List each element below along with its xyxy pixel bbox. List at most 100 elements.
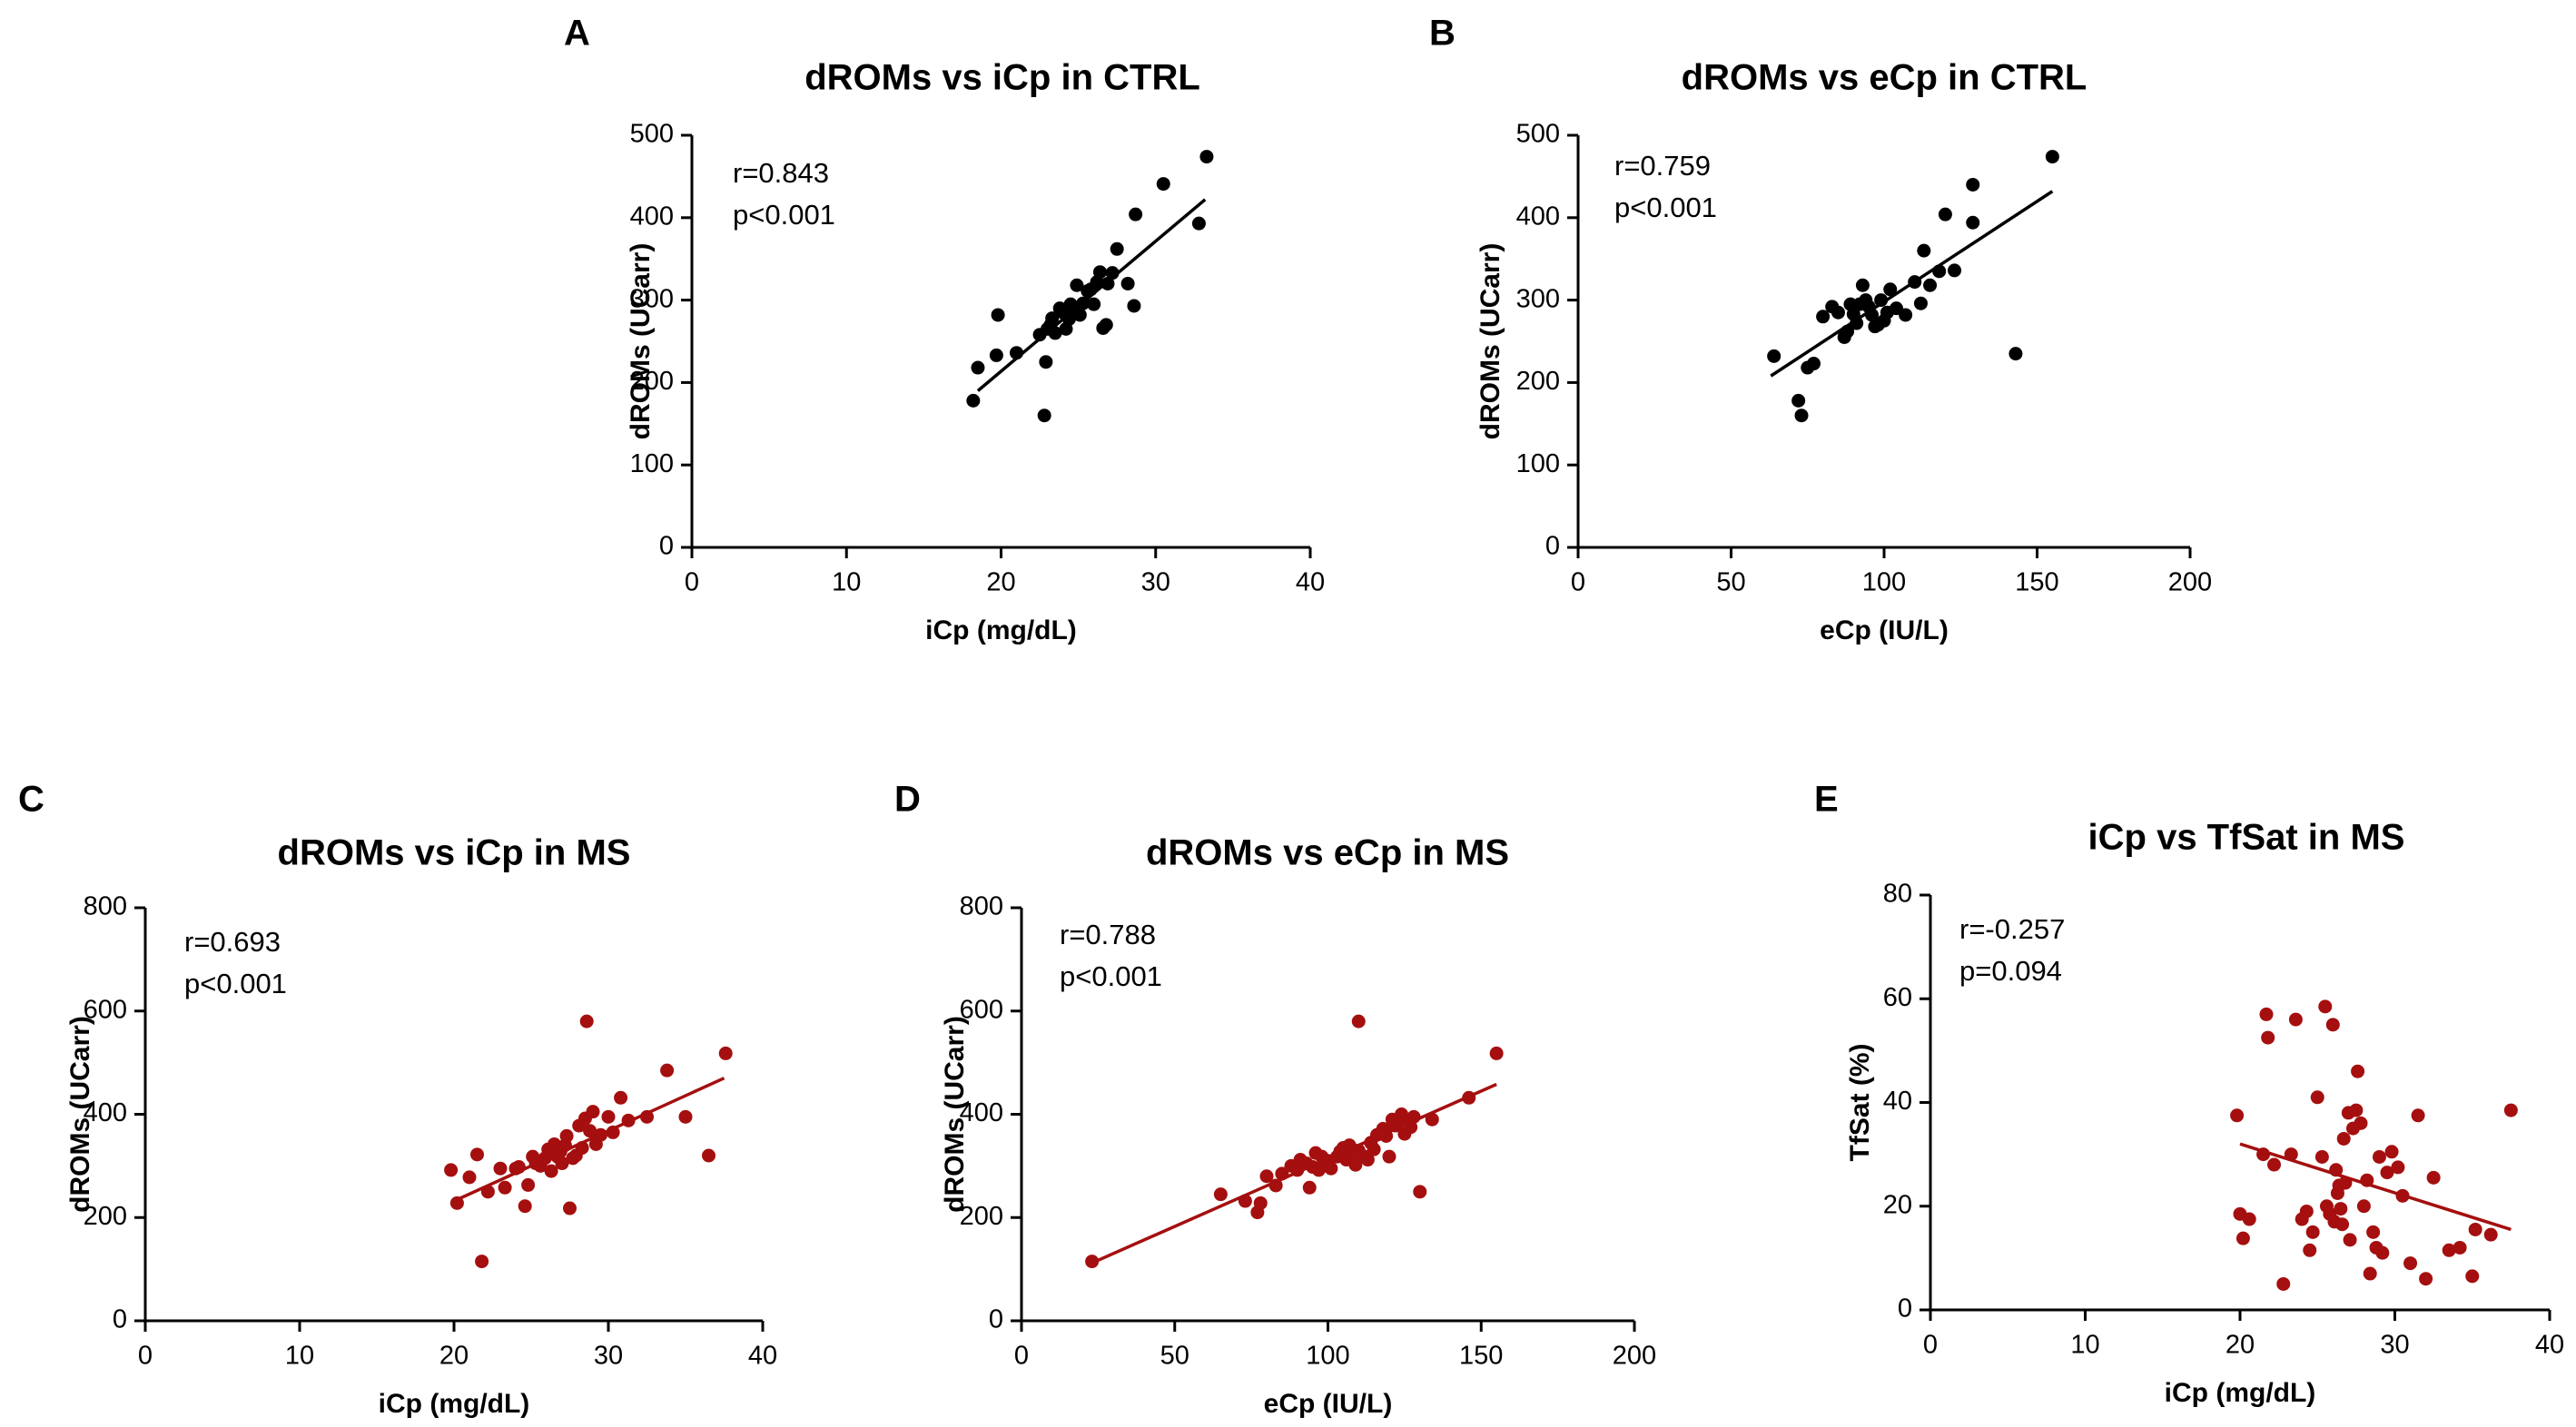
data-point	[1120, 276, 1135, 290]
x-tick-label: 200	[2168, 568, 2212, 597]
data-point	[1899, 308, 1913, 322]
chart-title: dROMs vs iCp in MS	[278, 833, 631, 873]
data-point	[989, 348, 1003, 362]
y-tick-label: 500	[630, 120, 674, 149]
data-point	[2354, 1116, 2368, 1130]
data-point	[563, 1201, 577, 1215]
stat-p: p<0.001	[733, 199, 835, 231]
x-tick-label: 20	[986, 568, 1015, 597]
data-point	[2261, 1030, 2275, 1045]
x-tick-label: 0	[138, 1342, 153, 1371]
x-tick-label: 30	[594, 1342, 623, 1371]
trend-line	[976, 198, 1207, 392]
x-tick-label: 10	[285, 1342, 314, 1371]
x-tick-label: 50	[1160, 1342, 1189, 1371]
data-point	[493, 1161, 508, 1176]
data-point	[498, 1180, 512, 1195]
data-point	[2325, 1018, 2340, 1032]
data-point	[1360, 1153, 1375, 1167]
data-point	[2366, 1225, 2381, 1239]
x-axis-label: eCp (IU/L)	[1264, 1389, 1393, 1419]
y-tick-label: 0	[113, 1305, 127, 1334]
data-point	[586, 1105, 600, 1119]
data-point	[1966, 177, 1980, 192]
data-point	[2230, 1108, 2245, 1123]
data-point	[1923, 278, 1938, 292]
x-tick-label: 40	[2535, 1331, 2564, 1360]
x-tick-label: 30	[1141, 568, 1170, 597]
stat-r: r=0.843	[733, 157, 829, 189]
trend-line	[1091, 1082, 1497, 1265]
stat-r: r=0.759	[1614, 150, 1711, 182]
data-point	[2343, 1233, 2357, 1247]
y-tick-label: 500	[1516, 120, 1560, 149]
y-tick-label: 400	[84, 1098, 127, 1127]
data-point	[2419, 1272, 2433, 1286]
y-tick-label: 400	[1516, 202, 1560, 231]
chart-title: dROMs vs eCp in CTRL	[1682, 58, 2087, 98]
x-tick-label: 100	[1306, 1342, 1349, 1371]
data-point	[991, 308, 1005, 322]
data-point	[2008, 347, 2023, 361]
data-point	[1039, 355, 1053, 369]
x-tick-label: 0	[1571, 568, 1585, 597]
y-axis-label: dROMs (UCarr)	[626, 243, 656, 440]
data-point	[1037, 408, 1051, 423]
x-tick-label: 150	[2015, 568, 2058, 597]
data-point	[660, 1063, 675, 1078]
data-point	[2384, 1145, 2399, 1159]
data-point	[470, 1147, 484, 1162]
chart-title: dROMs vs eCp in MS	[1146, 833, 1509, 873]
data-point	[966, 393, 981, 408]
data-point	[2045, 150, 2059, 164]
y-axis-label: dROMs (UCarr)	[65, 1016, 95, 1213]
data-point	[1191, 216, 1206, 231]
data-point	[583, 1124, 597, 1138]
chart-title: iCp vs TfSat in MS	[2088, 818, 2405, 858]
data-point	[2314, 1149, 2329, 1164]
trend-line	[2239, 1142, 2512, 1232]
y-tick-label: 0	[1545, 532, 1560, 561]
x-tick-label: 0	[685, 568, 699, 597]
data-point	[2503, 1103, 2518, 1117]
data-point	[1883, 282, 1898, 297]
data-point	[2442, 1243, 2456, 1257]
data-point	[1917, 243, 1931, 258]
x-tick-label: 20	[2226, 1331, 2255, 1360]
data-point	[518, 1199, 532, 1214]
data-point	[544, 1164, 558, 1178]
data-point	[2411, 1108, 2425, 1123]
data-point	[2453, 1240, 2467, 1255]
data-point	[579, 1014, 594, 1028]
data-point	[1382, 1149, 1397, 1164]
data-point	[1850, 316, 1864, 330]
y-tick-label: 100	[1516, 449, 1560, 478]
data-point	[2391, 1160, 2405, 1175]
stat-p: p<0.001	[1060, 960, 1162, 992]
y-tick-label: 80	[1883, 880, 1912, 909]
stat-p: p<0.001	[184, 968, 287, 999]
data-point	[2483, 1227, 2498, 1242]
data-point	[462, 1170, 477, 1185]
panel-letter: A	[564, 14, 590, 54]
y-tick-label: 200	[960, 1202, 1003, 1231]
x-tick-label: 0	[1014, 1342, 1029, 1371]
x-tick-label: 0	[1923, 1331, 1938, 1360]
y-axis-label: TfSat (%)	[1845, 1044, 1875, 1162]
data-point	[2465, 1269, 2480, 1284]
data-point	[1816, 310, 1831, 324]
x-axis-label: iCp (mg/dL)	[379, 1389, 530, 1419]
x-tick-label: 40	[1296, 568, 1325, 597]
data-point	[1253, 1196, 1268, 1210]
data-point	[1127, 299, 1141, 313]
data-point	[1110, 241, 1124, 256]
data-point	[1874, 293, 1889, 308]
data-point	[555, 1156, 569, 1171]
panel-letter: E	[1814, 780, 1839, 820]
y-tick-label: 600	[84, 995, 127, 1024]
y-tick-label: 20	[1883, 1190, 1912, 1219]
